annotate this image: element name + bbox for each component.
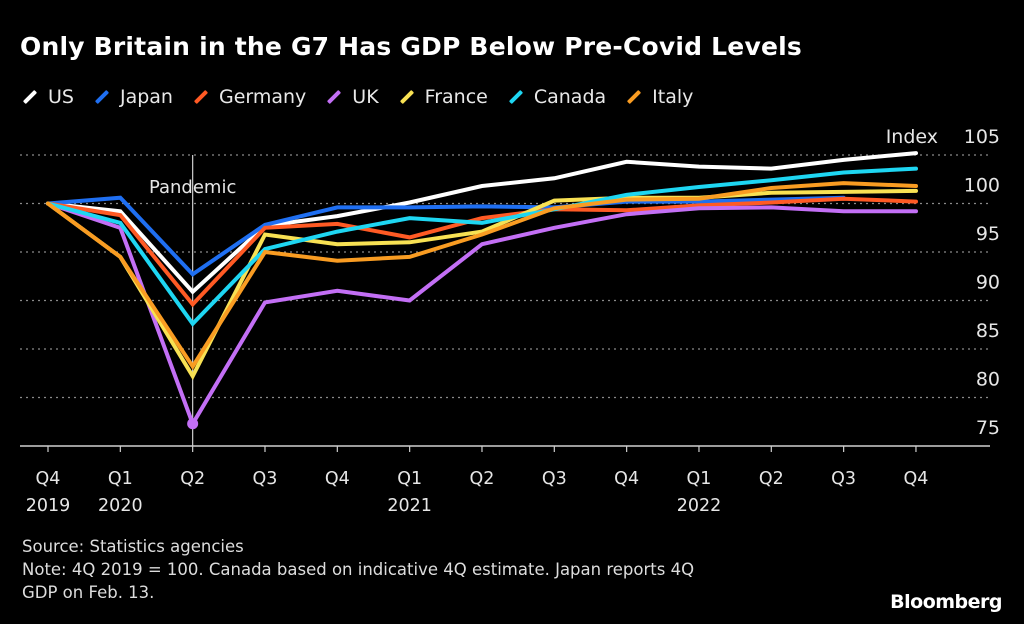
- x-tick-label: Q1: [108, 469, 133, 489]
- pandemic-label: Pandemic: [149, 177, 236, 198]
- legend-item: Italy: [626, 86, 693, 108]
- y-tick-label: 85: [976, 320, 1000, 342]
- x-tick-label: Q4: [903, 469, 928, 489]
- legend-label: US: [48, 86, 74, 108]
- series-line-france: [46, 188, 918, 381]
- legend-item: Japan: [94, 86, 173, 108]
- y-tick-label: 90: [976, 272, 1000, 294]
- series-line-canada: [46, 166, 918, 327]
- x-year-label: 2020: [98, 496, 143, 516]
- y-axis-label: Index: [886, 126, 938, 148]
- x-tick-label: Q4: [36, 469, 61, 489]
- legend-label: Germany: [218, 86, 307, 108]
- legend-label: Italy: [652, 86, 694, 108]
- legend-label: Canada: [533, 86, 607, 108]
- legend-item: Canada: [508, 86, 606, 108]
- x-tick-label: Q2: [759, 469, 784, 489]
- legend-item: France: [399, 86, 488, 108]
- y-tick-label: 95: [976, 223, 1000, 245]
- bloomberg-logo: Bloomberg: [890, 591, 1002, 613]
- x-tick-label: Q3: [253, 469, 278, 489]
- y-tick-label: 105: [964, 126, 1000, 148]
- x-tick-label: Q4: [325, 469, 350, 489]
- y-tick-label: 100: [964, 175, 1000, 197]
- x-tick-label: Q3: [831, 469, 856, 489]
- x-tick-label: Q2: [180, 469, 205, 489]
- legend-label: UK: [352, 86, 379, 108]
- y-tick-label: 80: [976, 369, 1000, 391]
- chart-title: Only Britain in the G7 Has GDP Below Pre…: [20, 32, 802, 61]
- note-text: Note: 4Q 2019 = 100. Canada based on ind…: [22, 560, 695, 579]
- series-line-japan: [46, 195, 846, 277]
- source-text: Source: Statistics agencies: [22, 537, 244, 556]
- legend-label: France: [424, 86, 488, 108]
- legend: US Japan Germany UK France Canada Italy: [22, 86, 713, 108]
- legend-item: Germany: [193, 86, 306, 108]
- series-line-italy: [46, 181, 918, 371]
- legend-label: Japan: [119, 86, 173, 108]
- x-year-label: 2021: [387, 496, 432, 516]
- note-text-2: GDP on Feb. 13.: [22, 583, 155, 602]
- y-tick-label: 75: [976, 417, 1000, 439]
- x-tick-label: Q4: [614, 469, 639, 489]
- series-line-germany: [46, 196, 918, 308]
- series-line-us: [46, 151, 918, 295]
- legend-item: US: [22, 86, 74, 108]
- x-year-label: 2019: [26, 496, 71, 516]
- x-tick-label: Q1: [397, 469, 422, 489]
- x-tick-label: Q3: [542, 469, 567, 489]
- x-year-label: 2022: [677, 496, 722, 516]
- x-tick-label: Q1: [687, 469, 712, 489]
- uk-low-point-marker: [187, 418, 199, 430]
- x-tick-label: Q2: [470, 469, 495, 489]
- legend-item: UK: [326, 86, 379, 108]
